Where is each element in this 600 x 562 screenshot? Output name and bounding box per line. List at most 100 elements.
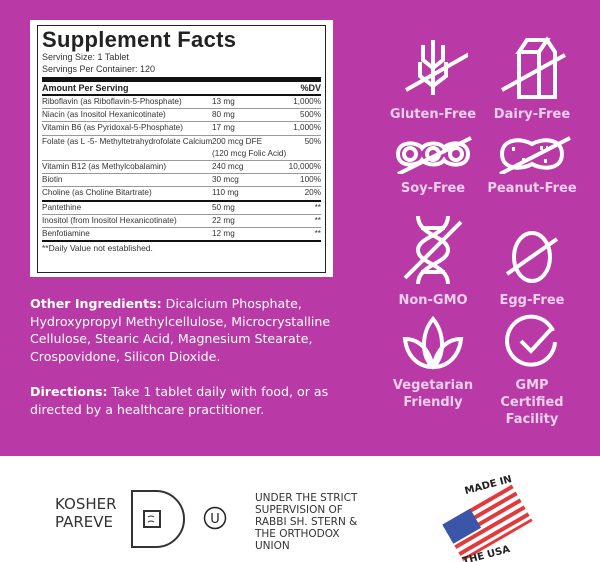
- amount: 80 mg: [212, 110, 235, 120]
- milk-carton-crossed-icon: [501, 36, 566, 99]
- pareve-line: PAREVE: [55, 513, 113, 531]
- daily-value: 10,000%: [288, 162, 321, 172]
- amount-cell: 240 mcg: [212, 161, 277, 173]
- nutrient-name: Niacin (as Inositol Hexanicotinate): [42, 110, 166, 120]
- supervision-line: THE ORTHODOX: [255, 528, 340, 540]
- kosher-pareve-text: KOSHER PAREVE: [55, 495, 117, 531]
- amount-cell: 50 mg: [212, 202, 277, 214]
- soybean-crossed-icon: [395, 136, 472, 174]
- amount-note: (120 mcg Folic Acid): [212, 148, 287, 158]
- badge-label: GMP Certified Facility: [500, 378, 564, 427]
- badge-label: Soy-Free: [400, 181, 466, 196]
- footnote: **Daily Value not established.: [42, 243, 153, 254]
- serving-size: Serving Size: 1 Tablet: [42, 52, 129, 62]
- badge-vegetarian: Vegetarian Friendly: [383, 313, 483, 411]
- amount-cell: 12 mg: [212, 228, 277, 240]
- amount-cell: 22 mg: [212, 215, 277, 227]
- nutrient-name: Folate (as L -5- Methyltetrahydrofolate …: [42, 136, 212, 146]
- amount-header: Amount Per Serving: [42, 83, 129, 93]
- badge-gmp: GMP Certified Facility: [482, 313, 582, 428]
- badge-label: Egg-Free: [499, 293, 565, 308]
- supplement-facts-label: Supplement Facts Serving Size: 1 Tablet …: [37, 25, 326, 273]
- servings-per-container: Servings Per Container: 120: [42, 64, 156, 74]
- daily-value: **: [314, 229, 321, 239]
- other-ingredients-label: Other Ingredients:: [30, 296, 162, 311]
- amount-cell: 80 mg: [212, 109, 277, 121]
- supervision-line: RABBI SH. STERN &: [255, 516, 358, 528]
- facts-row: Biotin 30 mcg 100%: [42, 174, 321, 188]
- dna-crossed-icon: [403, 215, 463, 285]
- ou-symbol-icon: U: [203, 506, 227, 530]
- facts-row: Vitamin B6 (as Pyridoxal-5-Phosphate) 17 …: [42, 122, 321, 136]
- supervision-line: UNDER THE STRICT: [255, 492, 358, 504]
- amount: 12 mg: [212, 229, 235, 239]
- supervision-line: SUPERVISION OF: [255, 504, 343, 516]
- nutrient-name: Choline (as Choline Bitartrate): [42, 188, 152, 198]
- badge-label: Non-GMO: [398, 293, 468, 308]
- daily-value: **: [314, 202, 321, 212]
- supervision-text: UNDER THE STRICT SUPERVISION OF RABBI SH…: [255, 492, 357, 552]
- nutrient-name: Inositol (from Inositol Hexanicotinate): [42, 215, 177, 225]
- nutrient-name: Pantethine: [42, 202, 82, 212]
- made-in-usa-flag-icon: MADE IN THE USA: [442, 474, 533, 562]
- amount-cell: 110 mg: [212, 187, 277, 199]
- amount: 17 mg: [212, 123, 235, 133]
- nutrient-name: Vitamin B12 (as Methylcobalamin): [42, 162, 167, 172]
- badge-label: Vegetarian Friendly: [392, 378, 474, 410]
- badge-soy-free: Soy-Free: [383, 134, 483, 197]
- amount: 13 mg: [212, 97, 235, 106]
- facts-row: Folate (as L -5- Methyltetrahydrofolate …: [42, 136, 321, 162]
- nutrient-name: Benfotiamine: [42, 229, 90, 239]
- daily-value: 50%: [304, 136, 321, 146]
- amount-cell: 200 mcg DFE (120 mcg Folic Acid): [212, 136, 292, 160]
- facts-row: Benfotiamine 12 mg **: [42, 228, 321, 243]
- daily-value: 1,000%: [293, 97, 321, 106]
- amount-cell: 17 mg: [212, 122, 277, 134]
- badge-egg-free: Egg-Free: [482, 224, 582, 309]
- facts-row: Pantethine 50 mg **: [42, 202, 321, 215]
- wheat-crossed-icon: [405, 40, 468, 95]
- amount: 200 mcg DFE: [212, 136, 263, 146]
- peanut-crossed-icon: [499, 136, 571, 174]
- amount-cell: 30 mcg: [212, 174, 277, 186]
- dv-header: %DV: [300, 83, 321, 93]
- ou-letter: U: [210, 512, 220, 527]
- leaf-icon: [402, 315, 464, 370]
- nutrient-name: Riboflavin (as Riboflavin-5-Phosphate): [42, 97, 182, 106]
- amount: 30 mcg: [212, 175, 239, 185]
- facts-row: Choline (as Choline Bitartrate) 110 mg 20%: [42, 187, 321, 202]
- facts-title: Supplement Facts: [42, 27, 237, 52]
- badge-non-gmo: Non-GMO: [383, 214, 483, 309]
- facts-header: Amount Per Serving %DV: [42, 82, 321, 96]
- kosher-line: KOSHER: [55, 495, 117, 513]
- nutrient-name: Vitamin B6 (as Pyridoxal-5-Phosphate): [42, 123, 183, 133]
- badge-label: Gluten-Free: [389, 107, 477, 122]
- facts-row: Riboflavin (as Riboflavin-5-Phosphate) 13…: [42, 96, 321, 110]
- daily-value: **: [314, 215, 321, 225]
- product-info-panel: Supplement Facts Serving Size: 1 Tablet …: [0, 0, 600, 456]
- badge-label: Peanut-Free: [487, 181, 577, 196]
- kosher-d-seal-icon: [131, 490, 185, 548]
- facts-row: Inositol (from Inositol Hexanicotinate) 2…: [42, 215, 321, 229]
- directions-text: Take 1 tablet daily with food, or as dir…: [30, 384, 329, 417]
- amount: 240 mcg: [212, 162, 244, 172]
- other-ingredients: Other Ingredients: Dicalcium Phosphate, …: [30, 295, 350, 365]
- amount-cell: 13 mg: [212, 96, 277, 108]
- egg-crossed-icon: [505, 231, 559, 283]
- check-circle-icon: [505, 314, 557, 367]
- directions: Directions: Take 1 tablet daily with foo…: [30, 383, 350, 418]
- badge-peanut-free: Peanut-Free: [482, 134, 582, 197]
- badge-gluten-free: Gluten-Free: [383, 30, 483, 123]
- amount: 110 mg: [212, 188, 239, 198]
- directions-label: Directions:: [30, 384, 108, 399]
- facts-row: Vitamin B12 (as Methylcobalamin) 240 mcg 1…: [42, 161, 321, 175]
- badge-label: Dairy-Free: [493, 107, 571, 122]
- other-ingredients-text: Dicalcium Phosphate, Hydroxypropyl Methy…: [30, 296, 331, 364]
- daily-value: 100%: [300, 175, 321, 185]
- supplement-facts-panel: Supplement Facts Serving Size: 1 Tablet …: [30, 20, 333, 277]
- badge-dairy-free: Dairy-Free: [482, 30, 582, 123]
- facts-row: Niacin (as Inositol Hexanicotinate) 80 mg…: [42, 109, 321, 123]
- daily-value: 20%: [304, 188, 321, 198]
- supervision-line: UNION: [255, 540, 290, 552]
- nutrient-name: Biotin: [42, 175, 63, 185]
